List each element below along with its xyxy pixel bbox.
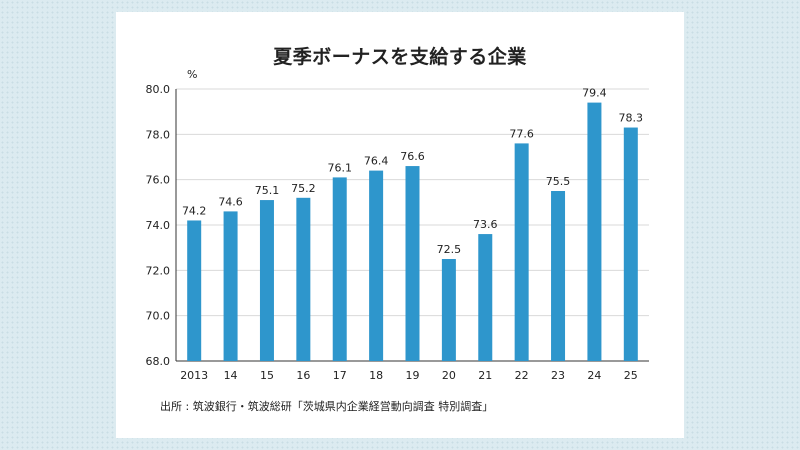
- bar: [587, 102, 602, 361]
- x-tick-label: 21: [478, 369, 492, 382]
- y-tick-label: 70.0: [146, 310, 171, 323]
- x-tick-label: 17: [333, 369, 347, 382]
- source-note: 出所 : 筑波銀行・筑波総研「茨城県内企業経営動向調査 特別調査」: [160, 400, 494, 413]
- data-label: 78.3: [619, 112, 644, 125]
- bar-chart: 68.0 70.0 72.0 74.0 76.0 78.0 80.0 74.2 2013 74.6…: [146, 83, 649, 382]
- x-tick-label: 24: [587, 369, 601, 382]
- y-tick-label: 68.0: [146, 355, 171, 368]
- y-tick-label: 76.0: [146, 174, 171, 187]
- bar: [551, 191, 566, 361]
- x-tick-label: 15: [260, 369, 274, 382]
- bar: [223, 211, 238, 361]
- bar: [296, 197, 311, 361]
- y-tick-label: 74.0: [146, 219, 171, 232]
- y-axis-unit: %: [187, 68, 198, 81]
- data-label: 74.2: [182, 204, 207, 217]
- x-tick-label: 20: [442, 369, 456, 382]
- data-label: 74.6: [218, 195, 243, 208]
- bar: [441, 259, 456, 361]
- x-tick-label: 14: [224, 369, 238, 382]
- x-tick-label: 16: [296, 369, 310, 382]
- bar: [369, 170, 384, 361]
- data-label: 79.4: [582, 87, 607, 100]
- x-tick-label: 19: [406, 369, 420, 382]
- x-tick-label: 18: [369, 369, 383, 382]
- bar: [623, 127, 638, 362]
- y-tick-label: 72.0: [146, 264, 171, 277]
- bar: [259, 200, 274, 361]
- bar: [478, 234, 493, 361]
- data-label: 75.5: [546, 175, 571, 188]
- bar: [405, 166, 420, 361]
- data-label: 76.4: [364, 155, 389, 168]
- y-tick-label: 80.0: [146, 83, 171, 96]
- chart-card: 夏季ボーナスを支給する企業 % 68.0 70.0 72.0 74.0 76.0 78.0…: [116, 12, 684, 438]
- chart-title: 夏季ボーナスを支給する企業: [273, 46, 527, 68]
- x-tick-label: 2013: [180, 369, 208, 382]
- y-tick-label: 78.0: [146, 128, 171, 141]
- data-label: 77.6: [509, 127, 533, 140]
- bar: [187, 220, 202, 361]
- x-tick-label: 23: [551, 369, 565, 382]
- data-label: 75.1: [255, 184, 280, 197]
- data-label: 73.6: [473, 218, 498, 231]
- data-label: 76.6: [400, 150, 425, 163]
- data-label: 76.1: [327, 161, 352, 174]
- data-label: 75.2: [291, 182, 316, 195]
- data-label: 72.5: [437, 243, 462, 256]
- x-tick-label: 22: [515, 369, 529, 382]
- bar: [332, 177, 347, 361]
- x-tick-label: 25: [624, 369, 638, 382]
- bar: [514, 143, 529, 361]
